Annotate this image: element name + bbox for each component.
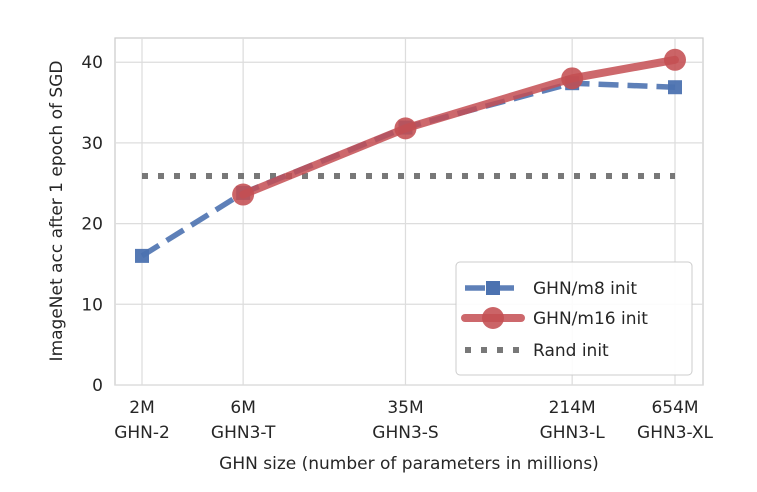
x-tick-label: 6M (230, 398, 255, 418)
data-point-ghn-m16 (394, 117, 417, 140)
x-axis-ticks: 2M GHN-2 6M GHN3-T 35M GHN3-S 214M GHN3-L 654M GH… (114, 398, 713, 443)
legend-marker (482, 307, 504, 329)
x-tick-sublabel: GHN-2 (114, 423, 170, 443)
grid (115, 38, 703, 386)
legend-marker (486, 281, 500, 295)
legend-box (455, 261, 693, 376)
x-tick-sublabel: GHN3-T (211, 423, 276, 443)
legend-label: GHN/m8 init (533, 279, 637, 299)
x-tick-label: 2M (129, 398, 154, 418)
x-tick-sublabel: GHN3-XL (637, 423, 713, 443)
data-point-ghn-m16 (561, 67, 584, 90)
y-axis-ticks: 0 10 20 30 40 (81, 53, 103, 396)
series-line-ghn-m16 (239, 55, 679, 199)
y-tick-label: 10 (81, 295, 103, 315)
x-tick-sublabel: GHN3-S (372, 423, 438, 443)
x-tick-label: 35M (387, 398, 423, 418)
x-axis-label: GHN size (number of parameters in millio… (219, 454, 599, 474)
x-tick-sublabel: GHN3-L (540, 423, 606, 443)
x-tick-label: 214M (549, 398, 596, 418)
legend: GHN/m8 init GHN/m16 init Rand init (455, 261, 693, 376)
legend-label: GHN/m16 init (533, 309, 648, 329)
legend-label: Rand init (533, 341, 609, 361)
data-point-ghn-m16 (664, 48, 686, 71)
y-tick-label: 40 (81, 53, 103, 73)
x-tick-label: 654M (651, 398, 698, 418)
y-tick-label: 0 (92, 376, 103, 396)
data-point-ghn-m16 (232, 183, 255, 206)
series-layer (135, 48, 686, 263)
data-point-ghn-m8 (135, 248, 149, 263)
y-tick-label: 30 (81, 134, 103, 154)
y-axis-label: ImageNet acc after 1 epoch of SGD (47, 61, 67, 362)
y-tick-label: 20 (81, 215, 103, 235)
data-point-ghn-m8 (668, 80, 682, 95)
